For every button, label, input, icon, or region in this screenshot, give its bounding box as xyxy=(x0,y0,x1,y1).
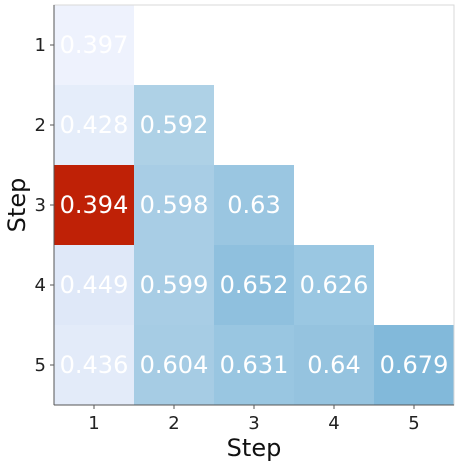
x-tick-label-4: 4 xyxy=(328,413,339,434)
heatmap-cell-r4-c1 xyxy=(54,245,134,325)
x-tick-label-1: 1 xyxy=(88,413,99,434)
cell-value-label-r1-c1: 0.397 xyxy=(60,31,129,59)
heatmap-cell-r3-c1 xyxy=(54,165,134,245)
cell-value-label-r2-c2: 0.592 xyxy=(140,111,209,139)
cell-value-label-r5-c5: 0.679 xyxy=(380,351,449,379)
heatmap-cell-r5-c1 xyxy=(54,325,134,405)
heatmap-cell-r5-c4 xyxy=(294,325,374,405)
cell-value-label-r2-c1: 0.428 xyxy=(60,111,129,139)
y-axis-ticks: 1 2 3 4 5 xyxy=(35,35,54,376)
x-tick-label-2: 2 xyxy=(168,413,179,434)
x-axis-title: Step xyxy=(227,434,282,462)
cell-value-label-r4-c1: 0.449 xyxy=(60,271,129,299)
y-tick-label-5: 5 xyxy=(35,355,46,376)
y-axis-title: Step xyxy=(3,178,31,233)
heatmap-cell-r5-c3 xyxy=(214,325,294,405)
heatmap-cell-r4-c2 xyxy=(134,245,214,325)
heatmap-cell-r5-c2 xyxy=(134,325,214,405)
y-tick-label-1: 1 xyxy=(35,35,46,56)
heatmap-cell-r4-c4 xyxy=(294,245,374,325)
cell-value-label-r5-c1: 0.436 xyxy=(60,351,129,379)
cell-value-label-r4-c3: 0.652 xyxy=(220,271,289,299)
x-axis-ticks: 1 2 3 4 5 xyxy=(88,405,420,434)
cell-value-label-r4-c4: 0.626 xyxy=(300,271,369,299)
heatmap-cell-r3-c2 xyxy=(134,165,214,245)
heatmap-cell-r3-c3 xyxy=(214,165,294,245)
heatmap-cells: 0.397 0.428 0.592 0.394 0.598 0.63 0.449 0.599 0… xyxy=(54,5,454,405)
heatmap-cell-r5-c5 xyxy=(374,325,454,405)
y-tick-label-3: 3 xyxy=(35,195,46,216)
heatmap-cell-r4-c3 xyxy=(214,245,294,325)
cell-value-label-r3-c3: 0.63 xyxy=(227,191,280,219)
cell-value-label-r5-c4: 0.64 xyxy=(307,351,360,379)
cell-value-label-r5-c2: 0.604 xyxy=(140,351,209,379)
heatmap-cell-r2-c2 xyxy=(134,85,214,165)
x-tick-label-5: 5 xyxy=(408,413,419,434)
heatmap-cell-r2-c1 xyxy=(54,85,134,165)
cell-value-label-r3-c2: 0.598 xyxy=(140,191,209,219)
cell-value-label-r5-c3: 0.631 xyxy=(220,351,289,379)
y-tick-label-2: 2 xyxy=(35,115,46,136)
y-tick-label-4: 4 xyxy=(35,275,46,296)
heatmap-cell-r1-c1 xyxy=(54,5,134,85)
x-tick-label-3: 3 xyxy=(248,413,259,434)
cell-value-label-r4-c2: 0.599 xyxy=(140,271,209,299)
cell-value-label-r3-c1: 0.394 xyxy=(60,191,129,219)
